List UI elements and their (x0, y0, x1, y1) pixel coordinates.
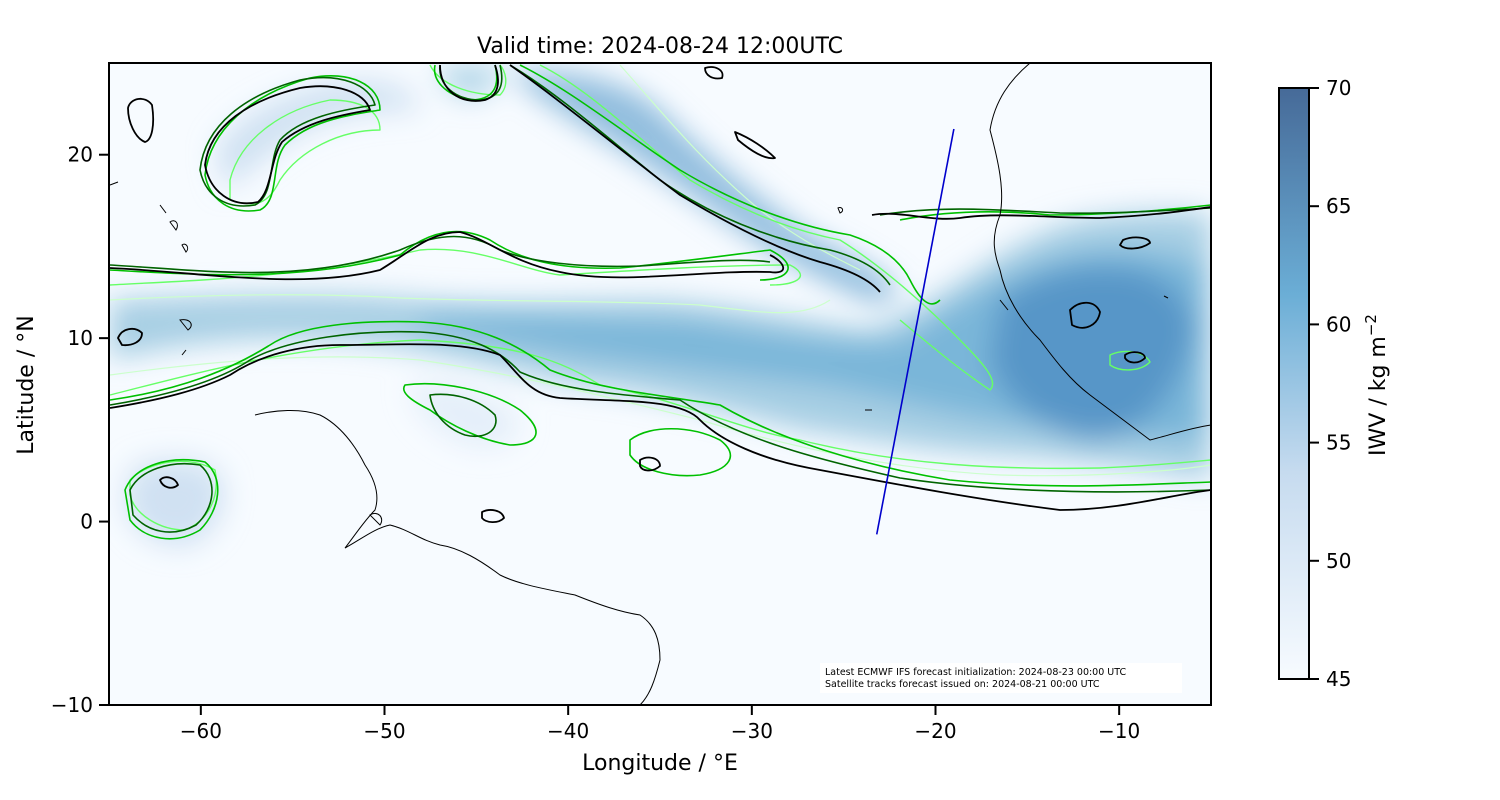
coast-island-2 (159, 204, 167, 214)
coast-island-9 (999, 299, 1009, 311)
coast-island-11 (369, 512, 383, 526)
x-tick-label: −20 (914, 719, 956, 743)
contour-lg-east-blob (1109, 350, 1151, 371)
x-tick-label: −40 (547, 719, 589, 743)
coast-island-3 (169, 220, 178, 231)
contour-green-sw (124, 459, 219, 540)
colorbar-ticks: 45 50 55 60 65 70 (1309, 76, 1351, 691)
moist-top (440, 65, 500, 98)
contour-dg-south (109, 330, 1211, 493)
coast-south-america (254, 409, 661, 705)
coast-island-10 (1163, 295, 1169, 299)
colorbar-tick-label: 45 (1326, 667, 1351, 691)
coast-island-4 (181, 243, 189, 253)
contour-black-nw (204, 85, 371, 205)
colorbar-label: IWV / kg m−2 (1362, 314, 1391, 456)
contour-black-plume (509, 64, 881, 293)
annotation-line-2: Satellite tracks forecast issued on: 202… (825, 679, 1100, 690)
colorbar: 45 50 55 60 65 70 IWV / kg m−2 (1278, 76, 1391, 691)
colorbar-tick-label: 50 (1326, 549, 1351, 573)
contour-green-mid (403, 382, 537, 446)
contour-green-plume (519, 64, 941, 305)
contour-black-small-w (117, 327, 143, 347)
x-axis-ticks: −60 −50 −40 −30 −20 −10 (180, 705, 1140, 743)
figure-title: Valid time: 2024-08-24 12:00UTC (477, 34, 843, 59)
contour-green-south (109, 320, 1211, 487)
coast-africa (989, 63, 1211, 441)
colorbar-tick-label: 70 (1326, 76, 1351, 100)
contour-lg-south (109, 339, 1211, 470)
moist-max-east (990, 266, 1195, 440)
contour-black-east-north (871, 206, 1211, 220)
moist-plume (510, 70, 900, 305)
contour-dg-mid (429, 393, 497, 437)
x-tick-label: −60 (180, 719, 222, 743)
contour-lg-north (109, 248, 802, 286)
contour-black-small-n (734, 131, 776, 160)
iwv-contours (109, 64, 1211, 540)
x-axis-label: Longitude / °E (582, 751, 738, 776)
contour-pale-plume (619, 64, 861, 271)
annotation-background (820, 663, 1182, 693)
contour-black-south (109, 343, 1211, 511)
contour-black-east-blob (1069, 301, 1101, 329)
contour-dg-east-north (879, 207, 1211, 216)
contour-light-green-group (109, 64, 1211, 531)
contour-black-small-mid (639, 456, 661, 472)
contour-black-top-dot (704, 66, 724, 80)
contour-green-nw (204, 75, 381, 212)
colorbar-tick-label: 60 (1326, 312, 1351, 336)
contour-dg-nw (199, 76, 376, 207)
y-axis-label: Latitude / °N (14, 315, 39, 454)
colorbar-tick-label: 65 (1326, 194, 1351, 218)
x-tick-label: −10 (1098, 719, 1140, 743)
contour-black-small-nw (127, 98, 155, 143)
y-tick-label: 20 (68, 143, 93, 167)
contour-dg-sw (129, 462, 213, 533)
colorbar-tick-label: 55 (1326, 431, 1351, 455)
y-axis-ticks: −10 0 10 20 (51, 143, 109, 717)
contour-green-north (109, 230, 789, 281)
contour-dg-plume (509, 64, 891, 286)
contour-pale-north (109, 294, 831, 314)
y-tick-label: 0 (80, 510, 93, 534)
map-frame (108, 62, 1212, 706)
contour-black-east-small (1119, 236, 1151, 250)
y-tick-label: 10 (68, 326, 93, 350)
forecast-annotation: Latest ECMWF IFS forecast initialization… (820, 663, 1182, 693)
coast-island-1 (109, 181, 119, 186)
annotation-line-1: Latest ECMWF IFS forecast initialization… (825, 667, 1126, 678)
coast-island-8 (837, 207, 844, 214)
map-area: Latest ECMWF IFS forecast initialization… (108, 62, 1212, 706)
colorbar-gradient (1278, 87, 1310, 680)
contour-lg-sw (129, 460, 217, 531)
contour-black-north (109, 231, 785, 281)
contour-black-sw-small (159, 476, 179, 489)
moist-sw-blob (125, 459, 224, 546)
x-tick-label: −30 (731, 719, 773, 743)
satellite-track (875, 128, 955, 535)
contour-lg-plume (539, 64, 994, 391)
coast-island-5 (179, 319, 192, 331)
contour-black-small-sa (481, 509, 505, 524)
contour-black-group (109, 64, 1211, 524)
coast-island-6 (181, 349, 187, 356)
contour-lg-nw (229, 99, 381, 205)
coastlines (109, 63, 1211, 705)
contour-black-east-dot (1124, 351, 1146, 364)
contour-black-top (439, 64, 499, 102)
x-tick-label: −50 (363, 719, 405, 743)
y-tick-label: −10 (51, 693, 93, 717)
